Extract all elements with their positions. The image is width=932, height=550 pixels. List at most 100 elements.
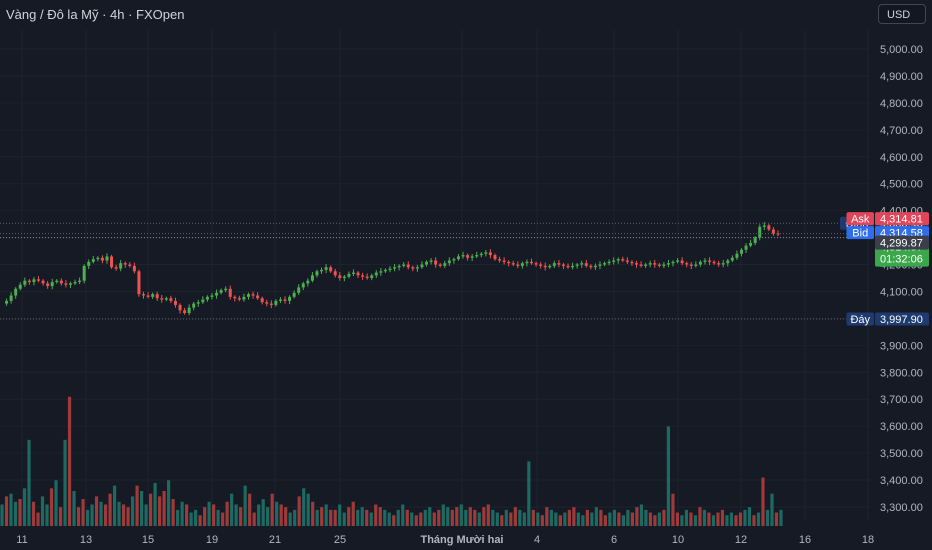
candle-body <box>356 272 360 276</box>
candle-body <box>233 296 237 299</box>
candle-body <box>237 298 241 300</box>
currency-button[interactable]: USD <box>878 4 926 24</box>
candle-body <box>105 256 109 261</box>
volume-bar <box>513 507 517 526</box>
candle-body <box>192 303 196 308</box>
volume-bar <box>545 507 549 526</box>
volume-bar <box>432 512 436 526</box>
candle-body <box>739 249 743 254</box>
candle-body <box>694 264 698 266</box>
volume-bar <box>576 512 580 526</box>
volume-bar <box>648 512 653 526</box>
candle-body <box>415 267 419 269</box>
volume-bar <box>684 509 689 526</box>
candle-body <box>447 260 451 264</box>
candle-body <box>123 263 127 265</box>
candle-body <box>110 256 114 268</box>
volume-bar <box>720 509 725 526</box>
volume-bar <box>621 515 625 526</box>
volume-bar <box>441 504 445 526</box>
time-tick-label: 13 <box>80 534 92 546</box>
volume-bar <box>531 509 535 526</box>
bid-label: Bid <box>852 228 868 240</box>
price-tick-label: 4,700.00 <box>880 125 923 137</box>
volume-bar <box>342 512 346 526</box>
volume-bar <box>324 504 328 526</box>
volume-bar <box>203 507 207 526</box>
volume-bar <box>644 509 648 526</box>
candle-body <box>164 298 168 300</box>
candle-body <box>593 265 597 268</box>
volume-bar <box>76 507 81 526</box>
volume-bar <box>207 501 211 526</box>
volume-bar <box>761 477 765 526</box>
candle-body <box>767 225 771 230</box>
volume-bar <box>257 504 261 526</box>
volume-bar <box>13 501 18 526</box>
candle-body <box>114 267 118 269</box>
candle-body <box>96 257 100 260</box>
candle-body <box>46 283 50 287</box>
volume-bar <box>572 507 576 526</box>
candle-body <box>420 264 424 268</box>
chart-title: Vàng / Đô la Mỹ · 4h · FXOpen <box>6 7 185 22</box>
low-label-bg <box>846 312 874 326</box>
volume-bar <box>702 509 707 526</box>
candle-body <box>561 264 565 266</box>
bid-label-bg <box>846 226 874 240</box>
candle-body <box>14 288 18 296</box>
price-tick-label: 3,500.00 <box>880 448 923 460</box>
candle-body <box>306 280 310 284</box>
volume-bar <box>540 515 544 526</box>
volume-bar <box>455 507 459 526</box>
volume-bar <box>527 461 531 526</box>
volume-bar <box>360 507 364 526</box>
volume-bar <box>698 507 702 526</box>
volume-bar <box>153 482 157 526</box>
candle-body <box>274 300 278 305</box>
time-tick-label: 21 <box>269 534 281 546</box>
volume-bar <box>446 507 450 526</box>
candle-body <box>612 260 616 262</box>
candle-body <box>210 295 214 297</box>
price-tick-label: 4,100.00 <box>880 286 923 298</box>
prev-close-bg <box>875 235 929 250</box>
volume-bar <box>284 507 288 526</box>
candle-body <box>351 272 355 274</box>
candle-body <box>726 260 730 264</box>
price-tick-label: 3,600.00 <box>880 421 923 433</box>
candle-body <box>246 294 250 297</box>
volume-bar <box>221 512 225 526</box>
candle-body <box>584 263 588 266</box>
candle-body <box>173 300 177 305</box>
candle-body <box>228 288 232 297</box>
volume-bar <box>563 512 567 526</box>
volume-bar <box>22 488 27 526</box>
volume-bar <box>590 512 594 526</box>
volume-bar <box>72 491 76 526</box>
volume-bar <box>126 507 130 526</box>
candle-body <box>708 260 712 262</box>
candle-body <box>461 255 465 257</box>
candle-body <box>251 294 255 296</box>
volume-bar <box>464 509 468 526</box>
volume-bar <box>293 509 297 526</box>
candle-body <box>283 299 287 301</box>
candle-body <box>639 264 643 266</box>
candle-body <box>374 272 378 276</box>
candle-body <box>680 260 684 264</box>
volume-bar <box>450 509 454 526</box>
volume-bar <box>581 515 585 526</box>
volume-bar <box>599 509 603 526</box>
candle-body <box>498 259 502 261</box>
candle-body <box>571 265 575 268</box>
candle-body <box>196 302 200 304</box>
volume-bar <box>396 509 400 526</box>
candle-body <box>616 259 620 261</box>
volume-bar <box>419 512 423 526</box>
volume-bar <box>369 512 373 526</box>
candle-body <box>466 255 470 258</box>
volume-bar <box>387 512 391 526</box>
volume-bar <box>248 493 252 526</box>
